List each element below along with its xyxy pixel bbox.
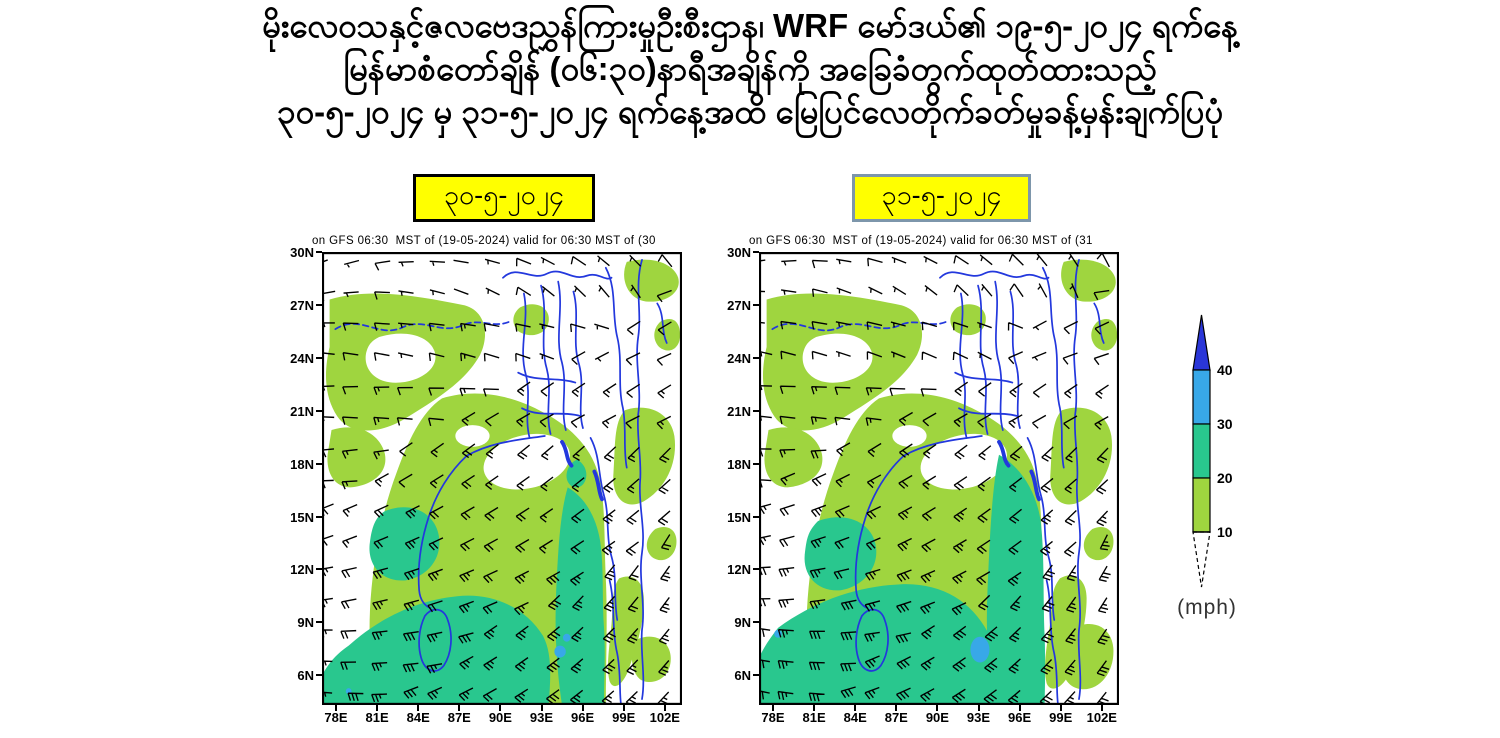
x-tick-label: 90E [925, 710, 949, 725]
legend-label-30: 30 [1217, 416, 1233, 432]
x-tick-label: 81E [365, 710, 389, 725]
x-tick-label: 102E [1086, 710, 1117, 725]
x-tick-mark [895, 705, 898, 711]
x-tick-label: 90E [488, 710, 512, 725]
y-tick-label: 6N [297, 668, 314, 684]
y-tick-label: 15N [290, 509, 314, 525]
x-tick-label: 84E [406, 710, 430, 725]
y-tick-mark [316, 303, 322, 306]
date-badge-left: ၃၀-၅-၂၀၂၄ [413, 174, 595, 222]
y-tick-label: 18N [727, 456, 751, 472]
title-line-1: မိုးလေဝသနှင့်ဇလဗေဒညွှန်ကြားမှုဦးစီးဌာန၊ … [261, 7, 1239, 44]
y-tick-label: 21N [727, 403, 751, 419]
wind-barbs [322, 254, 673, 705]
x-tick-label: 87E [884, 710, 908, 725]
x-tick-label: 78E [324, 710, 348, 725]
map-header-left: on GFS 06:30 MST of (19-05-2024) valid f… [312, 235, 656, 247]
date-badge-right: ၃၁-၅-၂၀၂၄ [852, 174, 1031, 222]
x-tick-mark [1059, 705, 1062, 711]
x-tick-label: 96E [571, 710, 595, 725]
title-line-2: မြန်မာစံတော်ချိန် (၀၆:၃၀)နာရီအချိန်ကို အ… [343, 50, 1157, 87]
x-tick-mark [1018, 705, 1021, 711]
x-tick-label: 93E [529, 710, 554, 725]
y-tick-label: 24N [727, 350, 751, 366]
wind-map-31-5-2024 [759, 252, 1119, 705]
y-tick-label: 6N [734, 668, 751, 684]
x-tick-mark [417, 705, 420, 711]
wind-barbs [759, 252, 1111, 705]
x-tick-label: 96E [1008, 710, 1032, 725]
y-tick-label: 30N [290, 245, 314, 260]
legend-unit-label: (mph) [1177, 596, 1237, 619]
x-tick-label: 84E [843, 710, 867, 725]
y-tick-mark [316, 674, 322, 677]
x-tick-mark [499, 705, 502, 711]
legend-colorbar [1192, 314, 1211, 588]
x-tick-mark [458, 705, 461, 711]
x-tick-mark [813, 705, 816, 711]
y-tick-label: 21N [290, 403, 314, 419]
x-tick-mark [581, 705, 584, 711]
legend-label-40: 40 [1217, 362, 1233, 378]
x-tick-mark [977, 705, 980, 711]
y-tick-mark [316, 515, 322, 518]
y-tick-label: 24N [290, 350, 314, 366]
y-tick-mark [753, 674, 759, 677]
y-tick-mark [316, 409, 322, 412]
y-tick-mark [316, 621, 322, 624]
x-tick-mark [936, 705, 939, 711]
x-tick-label: 78E [761, 710, 785, 725]
x-tick-mark [622, 705, 625, 711]
y-tick-mark [753, 568, 759, 571]
y-tick-mark [753, 409, 759, 412]
y-tick-mark [753, 303, 759, 306]
wind-map-30-5-2024 [322, 252, 682, 705]
legend-label-20: 20 [1217, 470, 1233, 486]
y-tick-label: 15N [727, 509, 751, 525]
map-panel-31-5-2024: on GFS 06:30 MST of (19-05-2024) valid f… [727, 235, 1119, 725]
title-line-3: ၃၀-၅-၂၀၂၄ မှ ၃၁-၅-၂၀၂၄ ရက်နေ့အထိ မြေပြင်… [276, 93, 1224, 130]
x-tick-label: 99E [1049, 710, 1073, 725]
x-tick-mark [854, 705, 857, 711]
x-tick-mark [335, 705, 337, 711]
y-tick-label: 12N [290, 562, 314, 578]
y-tick-label: 27N [290, 297, 314, 313]
x-tick-label: 81E [802, 710, 826, 725]
y-tick-mark [316, 462, 322, 465]
y-tick-mark [753, 621, 759, 624]
y-tick-label: 12N [727, 562, 751, 578]
page-title: မိုးလေဝသနှင့်ဇလဗေဒညွှန်ကြားမှုဦးစီးဌာန၊ … [0, 4, 1500, 133]
legend-label-10: 10 [1217, 524, 1233, 540]
y-tick-mark [316, 356, 322, 359]
y-tick-label: 9N [297, 615, 314, 631]
x-tick-mark [663, 705, 666, 711]
y-tick-label: 30N [727, 245, 751, 260]
x-tick-label: 102E [649, 710, 680, 725]
map-header-right: on GFS 06:30 MST of (19-05-2024) valid f… [749, 235, 1093, 247]
y-tick-mark [753, 462, 759, 465]
y-tick-mark [753, 515, 759, 518]
x-tick-mark [1100, 705, 1103, 711]
wind-speed-legend: 40 30 20 10 [1165, 307, 1285, 637]
x-tick-label: 99E [612, 710, 636, 725]
y-tick-mark [316, 568, 322, 571]
x-tick-mark [376, 705, 379, 711]
x-tick-mark [772, 705, 774, 711]
x-tick-label: 93E [966, 710, 991, 725]
x-tick-mark [540, 705, 543, 711]
y-tick-label: 9N [734, 615, 751, 631]
y-tick-mark [316, 251, 322, 253]
y-tick-mark [753, 356, 759, 359]
y-tick-label: 18N [290, 456, 314, 472]
map-panel-30-5-2024: on GFS 06:30 MST of (19-05-2024) valid f… [290, 235, 682, 725]
y-tick-mark [753, 251, 759, 253]
y-tick-label: 27N [727, 297, 751, 313]
x-tick-label: 87E [447, 710, 471, 725]
